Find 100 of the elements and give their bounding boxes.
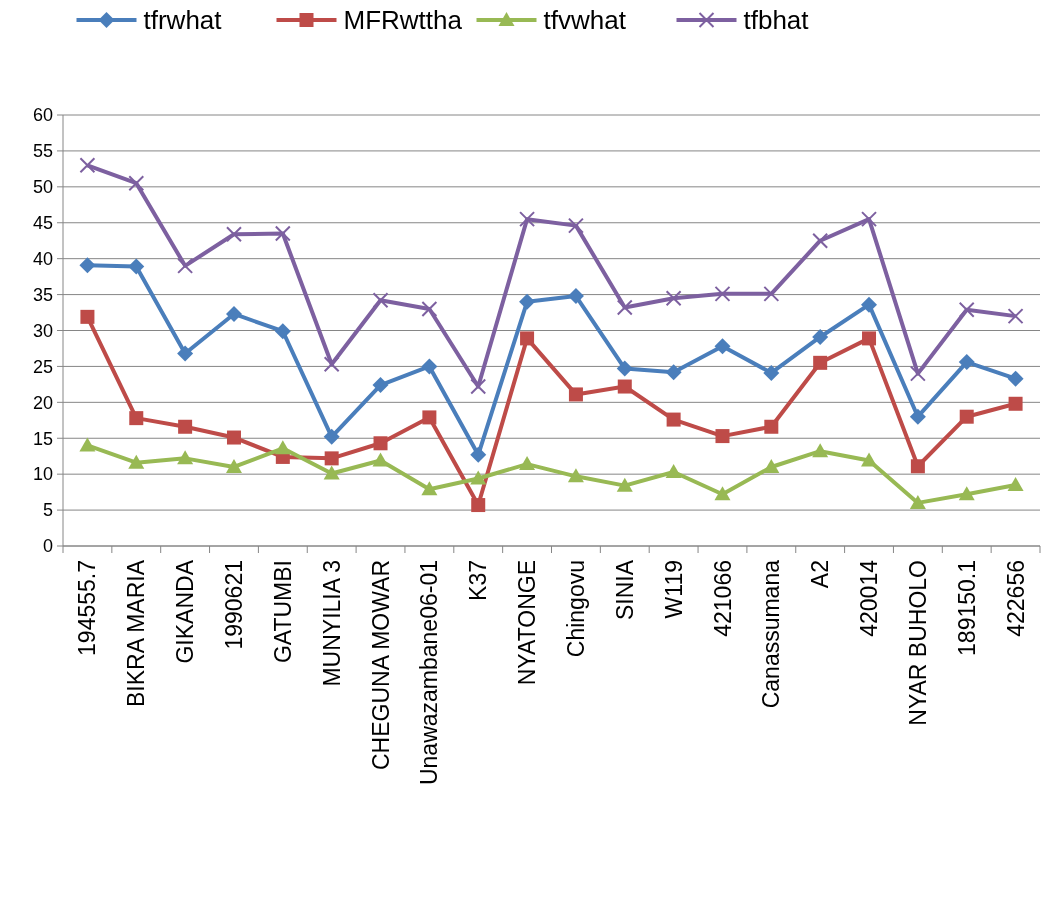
point [1008, 396, 1023, 411]
point [616, 360, 633, 377]
y-tick-label: 25 [32, 356, 53, 377]
point [909, 365, 926, 382]
point [617, 379, 632, 394]
point [373, 436, 388, 451]
point [80, 309, 95, 324]
x-tick-label: 189150.1 [953, 560, 980, 656]
point [958, 301, 975, 318]
point [79, 437, 96, 452]
point [471, 498, 486, 513]
point [177, 345, 194, 362]
point [616, 299, 633, 316]
x-tick-label: Unawazambane06-01 [416, 560, 443, 786]
point [763, 458, 780, 473]
point [764, 419, 779, 434]
point [177, 450, 194, 465]
x-tick-label: 421066 [709, 560, 736, 637]
point [861, 296, 878, 313]
point [128, 454, 145, 469]
point [763, 285, 780, 302]
point [128, 175, 145, 192]
point [909, 408, 926, 425]
x-tick-label: NYAR BUHOLO [904, 560, 931, 726]
point [958, 354, 975, 371]
y-tick-label: 35 [32, 284, 53, 305]
point [665, 290, 682, 307]
point [666, 412, 681, 427]
y-tick-label: 50 [32, 177, 53, 198]
x-tick-label: CHEGUNA MOWAR [367, 560, 394, 770]
legend-label: MFRwttha [343, 5, 463, 36]
x-tick-label: NYATONGE [514, 560, 541, 686]
point [1007, 308, 1024, 325]
point [274, 225, 291, 242]
y-tick-label: 30 [32, 320, 53, 341]
x-tick-label: 422656 [1002, 560, 1029, 637]
x-tick-label: MUNYILIA 3 [318, 560, 345, 687]
point [714, 486, 731, 501]
legend-label: tfbhat [743, 5, 810, 36]
x-tick-label: Chingovu [562, 560, 589, 658]
point [226, 430, 241, 445]
point [714, 338, 731, 355]
point [225, 305, 242, 322]
point [323, 428, 340, 445]
point [129, 411, 144, 426]
point [470, 470, 487, 485]
point [616, 477, 633, 492]
x-tick-label: SINIA [611, 559, 638, 621]
point [372, 292, 389, 309]
point [1007, 370, 1024, 387]
y-tick-label: 15 [32, 428, 53, 449]
x-tick-label: W119 [660, 560, 687, 619]
point [470, 378, 487, 395]
point [519, 456, 536, 471]
point [79, 157, 96, 174]
point [567, 288, 584, 305]
point [79, 257, 96, 274]
point [323, 356, 340, 373]
point [177, 257, 194, 274]
point [665, 464, 682, 479]
point [567, 217, 584, 234]
point [324, 451, 339, 466]
point [274, 440, 291, 455]
point [812, 443, 829, 458]
point [568, 387, 583, 402]
legend-label: tfvwhat [543, 5, 627, 36]
point [909, 494, 926, 509]
x-tick-label: K37 [465, 560, 492, 601]
point [959, 409, 974, 424]
y-tick-label: 0 [42, 536, 53, 557]
point [128, 258, 145, 275]
point [763, 364, 780, 381]
point [861, 211, 878, 228]
x-tick-label: BIKRA MARIA [123, 559, 150, 707]
y-tick-label: 10 [32, 464, 53, 485]
point [470, 446, 487, 463]
point [861, 452, 878, 467]
y-tick-label: 60 [32, 105, 53, 126]
point [715, 429, 730, 444]
x-tick-label: A2 [807, 560, 834, 589]
point [665, 364, 682, 381]
y-tick-label: 45 [32, 213, 53, 234]
point [421, 481, 438, 496]
y-tick-label: 55 [32, 141, 53, 162]
point [813, 355, 828, 370]
point [372, 452, 389, 467]
x-tick-label: GIKANDA [172, 559, 199, 664]
point [178, 419, 193, 434]
point [323, 465, 340, 480]
y-tick-label: 40 [32, 248, 53, 269]
point [519, 211, 536, 228]
point [958, 486, 975, 501]
point [910, 459, 925, 474]
point [422, 410, 437, 425]
point [567, 468, 584, 483]
point [421, 300, 438, 317]
x-tick-label: Canassumana [758, 559, 785, 709]
y-tick-label: 20 [32, 392, 53, 413]
point [225, 458, 242, 473]
legend-label: tfrwhat [143, 5, 223, 36]
